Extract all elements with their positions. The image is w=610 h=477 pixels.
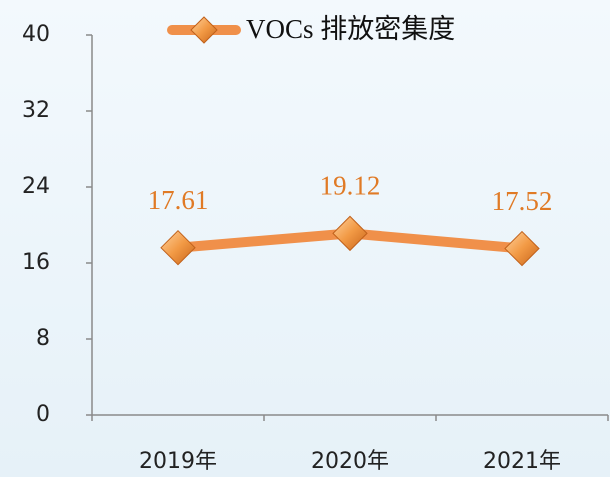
legend-marker bbox=[190, 16, 218, 44]
data-label: 17.52 bbox=[492, 186, 553, 216]
y-tick-label: 32 bbox=[22, 98, 50, 123]
marker bbox=[160, 229, 196, 266]
marker bbox=[332, 215, 368, 252]
y-tick-label: 0 bbox=[36, 402, 50, 427]
y-tick-label: 40 bbox=[22, 22, 50, 47]
data-label: 17.61 bbox=[148, 185, 209, 215]
x-tick-label: 2021年 bbox=[483, 449, 561, 474]
marker bbox=[504, 230, 540, 267]
x-tick-label: 2020年 bbox=[311, 449, 389, 474]
y-tick-label: 16 bbox=[22, 250, 50, 275]
y-tick-label: 8 bbox=[36, 326, 50, 351]
data-label: 19.12 bbox=[320, 171, 381, 201]
x-tick-label: 2019年 bbox=[139, 449, 217, 474]
legend-label: VOCs 排放密集度 bbox=[246, 14, 455, 44]
y-tick-label: 24 bbox=[22, 174, 50, 199]
